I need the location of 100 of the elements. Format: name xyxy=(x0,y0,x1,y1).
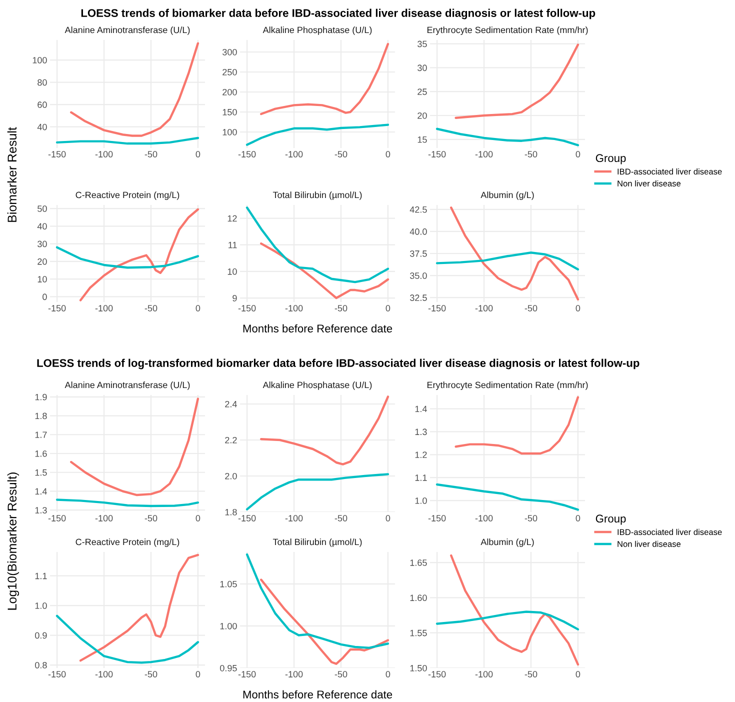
text: LOESS trends of log-transformed biomarker data before IBD-associated liver disease diagnosis or latest follow-up xyxy=(37,358,640,370)
chart-title: Albumin (g/L) xyxy=(480,192,534,200)
line-series xyxy=(436,252,580,270)
y-tick-label: 1.55 xyxy=(410,630,427,636)
y-tick-label: 1.05 xyxy=(220,580,237,588)
x-tick-label: -150 xyxy=(48,151,66,158)
chart-title: Alkaline Phosphatase (U/L) xyxy=(262,26,372,35)
y-tick-label: 2.4 xyxy=(225,400,237,408)
chart-title: Alanine Aminotransferase (U/L) xyxy=(64,26,190,35)
x-tick-label: -50 xyxy=(524,151,538,158)
y-tick-label: 1.2 xyxy=(415,452,427,458)
x-tick-label: -100 xyxy=(95,305,113,312)
x-tick-label: -50 xyxy=(334,515,348,522)
y-tick-label: 0.8 xyxy=(35,662,47,668)
x-tick-label: -100 xyxy=(285,151,303,158)
x-tick-label: -50 xyxy=(524,305,538,312)
y-tick-label: 1.0 xyxy=(415,497,427,504)
line-series xyxy=(246,473,390,510)
y-tick-label: 32.5 xyxy=(410,294,427,301)
legend-label: IBD-associated liver disease xyxy=(618,528,722,536)
x-tick-label: 0 xyxy=(386,151,390,158)
y-tick-label: 100 xyxy=(222,128,237,136)
x-tick-label: -50 xyxy=(524,515,538,522)
line-series xyxy=(450,206,580,300)
x-tick-label: -100 xyxy=(95,515,113,522)
legend-label: Non liver disease xyxy=(618,180,681,186)
x-axis-title: Months before Reference date xyxy=(243,324,392,332)
x-tick-label: 0 xyxy=(196,515,200,522)
y-tick-label: 10 xyxy=(38,276,47,282)
y-tick-label: 1.1 xyxy=(415,474,427,481)
text: LOESS trends of biomarker data before IBD-associated liver disease diagnosis or latest follow-up xyxy=(81,8,596,20)
x-tick-label: -50 xyxy=(144,305,158,312)
y-tick-label: 25 xyxy=(418,88,427,95)
y-tick-label: 150 xyxy=(222,108,237,116)
y-tick-label: 30 xyxy=(38,240,47,248)
x-tick-label: 0 xyxy=(576,515,580,522)
y-tick-label: 11 xyxy=(228,242,237,248)
chart-title: C-Reactive Protein (mg/L) xyxy=(76,538,180,547)
line-series xyxy=(436,483,580,511)
chart-title: Erythrocyte Sedimentation Rate (mm/hr) xyxy=(427,26,588,35)
y-tick-label: 0 xyxy=(42,294,47,300)
y-tick-label: 60 xyxy=(38,102,47,108)
y-tick-label: 1.5 xyxy=(35,469,47,476)
legend-title: Group xyxy=(596,154,626,164)
y-tick-label: 1.50 xyxy=(410,664,427,672)
x-tick-label: -150 xyxy=(428,151,446,158)
chart-title: Albumin (g/L) xyxy=(480,538,534,547)
x-tick-label: 0 xyxy=(576,671,580,678)
line-series xyxy=(260,578,390,665)
chart-title: Erythrocyte Sedimentation Rate (mm/hr) xyxy=(427,382,588,390)
y-tick-label: 20 xyxy=(418,112,427,119)
chart-title: Alanine Aminotransferase (U/L) xyxy=(64,382,190,390)
line-series xyxy=(260,42,390,116)
y-tick-label: 40.0 xyxy=(410,228,427,235)
y-axis-title: Biomarker Result xyxy=(7,127,17,222)
x-tick-label: -100 xyxy=(475,515,493,522)
line-series xyxy=(79,554,200,662)
x-tick-label: -100 xyxy=(475,305,493,312)
y-tick-label: 1.4 xyxy=(415,406,427,412)
x-tick-label: -150 xyxy=(238,515,256,522)
y-tick-label: 30 xyxy=(418,64,427,72)
y-tick-label: 250 xyxy=(222,68,237,76)
x-tick-label: -150 xyxy=(238,305,256,312)
y-tick-label: 1.4 xyxy=(35,488,47,495)
x-tick-label: -150 xyxy=(428,515,446,522)
chart-title: C-Reactive Protein (mg/L) xyxy=(76,192,180,200)
x-tick-label: 0 xyxy=(386,305,390,312)
x-tick-label: -100 xyxy=(95,151,113,158)
y-tick-label: 1.1 xyxy=(35,572,47,580)
y-axis-title: Log10(Biomarker Result) xyxy=(7,472,19,610)
line-series xyxy=(260,396,390,466)
line-series xyxy=(450,554,580,666)
x-tick-label: -150 xyxy=(48,305,66,312)
x-tick-label: -50 xyxy=(334,305,348,312)
y-tick-label: 35 xyxy=(418,40,427,48)
legend-title: Group xyxy=(596,514,626,525)
x-tick-label: -50 xyxy=(524,671,538,678)
line-series xyxy=(70,398,200,496)
y-tick-label: 10 xyxy=(228,268,237,275)
line-series xyxy=(56,614,200,664)
x-tick-label: -100 xyxy=(285,305,303,312)
y-tick-label: 40 xyxy=(37,223,47,230)
x-tick-label: 0 xyxy=(576,305,580,312)
y-tick-label: 20 xyxy=(38,258,47,265)
x-tick-label: 0 xyxy=(386,671,390,678)
line-series xyxy=(260,242,390,300)
y-tick-label: 0.9 xyxy=(35,632,47,639)
x-tick-label: -50 xyxy=(144,671,158,678)
x-tick-label: -150 xyxy=(428,305,446,312)
y-tick-label: 1.7 xyxy=(35,432,47,438)
y-tick-label: 1.6 xyxy=(35,450,47,457)
x-tick-label: -150 xyxy=(428,671,446,678)
y-tick-label: 37.5 xyxy=(410,250,427,257)
y-tick-label: 1.60 xyxy=(410,594,427,602)
chart-title: Alkaline Phosphatase (U/L) xyxy=(262,382,372,390)
y-tick-label: 1.65 xyxy=(410,560,427,566)
y-tick-label: 1.3 xyxy=(415,428,427,436)
x-tick-label: -150 xyxy=(238,671,256,678)
line-series xyxy=(246,124,390,146)
x-axis-title: Months before Reference date xyxy=(243,690,392,698)
